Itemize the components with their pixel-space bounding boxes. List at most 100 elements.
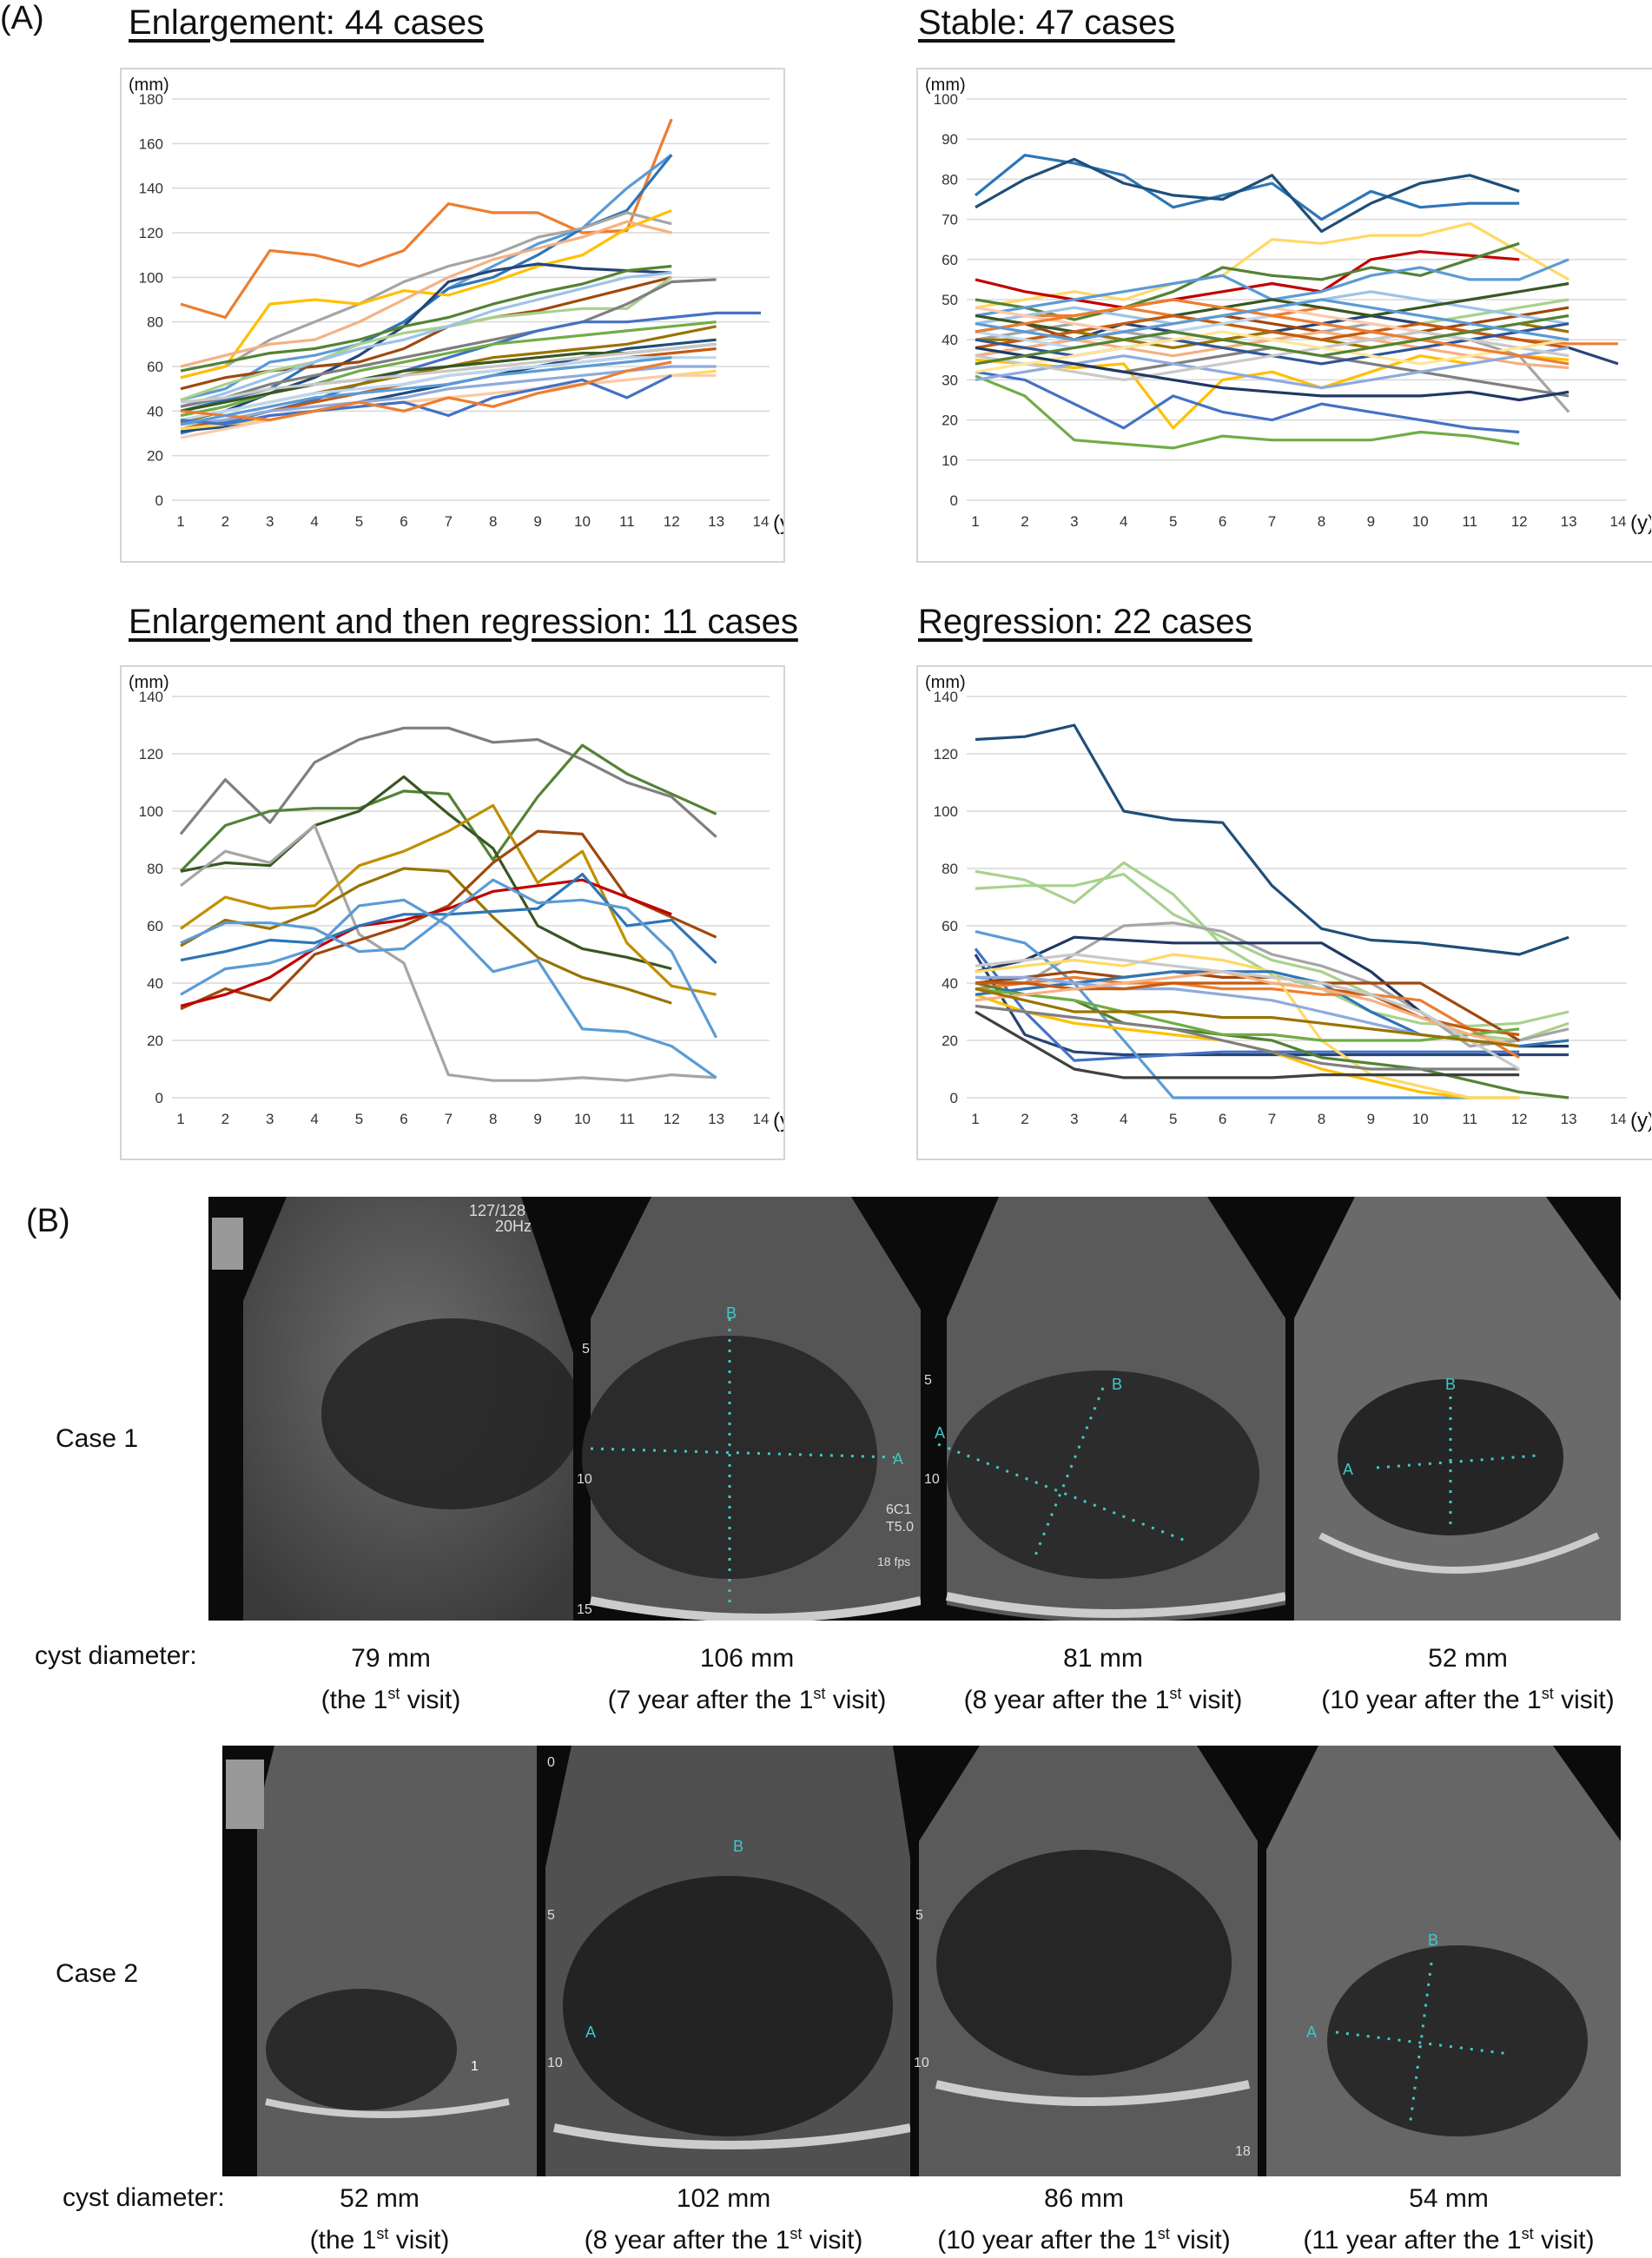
- series-line: [975, 953, 1520, 1099]
- x-tick-label: 8: [489, 513, 497, 530]
- y-tick-label: 0: [950, 1090, 958, 1106]
- screen-text: B: [733, 1838, 743, 1855]
- screen-text: B: [1445, 1376, 1456, 1393]
- series-line: [179, 743, 717, 873]
- x-tick-label: 7: [1268, 513, 1276, 530]
- y-tick-label: 140: [139, 689, 163, 705]
- case-2-ultrasound-visit-4: B A: [1258, 1746, 1621, 2176]
- series-line: [975, 241, 1520, 321]
- case-2-caption-label: cyst diameter:: [63, 2183, 225, 2212]
- case-2-ultrasound-visit-2: 0 5 10 B A: [537, 1746, 910, 2176]
- visit-text: (10 year after the 1st visit): [1321, 1685, 1615, 1714]
- x-tick-label: 4: [310, 513, 318, 530]
- series-line: [975, 987, 1520, 1042]
- y-tick-label: 160: [139, 135, 163, 152]
- case-2-caption-1: 52 mm (the 1st visit): [222, 2182, 537, 2258]
- series-line: [180, 775, 672, 971]
- x-tick-label: 3: [1070, 1111, 1078, 1127]
- chart-stable: 0 10 20 30 40 50 60 70 80 90 100 1 2 3 4 5 6 7 8 9 10 11 12 13 1…: [916, 68, 1652, 563]
- series-line: [975, 970, 1520, 1048]
- screen-text: 5: [547, 1908, 555, 1923]
- series-line: [179, 726, 717, 838]
- panel-a-label: (A): [0, 0, 44, 36]
- chart-title-enlargement: Enlargement: 44 cases: [129, 3, 485, 42]
- screen-text: 20Hz: [495, 1218, 532, 1235]
- diameter: 86 mm: [1044, 2184, 1124, 2213]
- series-line: [180, 211, 672, 380]
- y-tick-label: 0: [155, 492, 163, 509]
- y-tick-label: 80: [942, 171, 958, 188]
- series-line: [180, 118, 673, 320]
- x-tick-label: 13: [708, 1111, 724, 1127]
- screen-text: 10: [577, 1472, 592, 1487]
- series-line: [180, 360, 672, 422]
- x-tick-label: 2: [1021, 1111, 1028, 1127]
- diameter: 81 mm: [1063, 1644, 1143, 1673]
- diameter: 52 mm: [1428, 1644, 1508, 1673]
- x-tick-label: 9: [533, 1111, 541, 1127]
- series-line: [180, 264, 672, 373]
- series-line: [180, 271, 672, 408]
- chart-title-stable: Stable: 47 cases: [918, 3, 1175, 42]
- y-tick-label: 0: [155, 1090, 163, 1106]
- chart-regression: 0 20 40 60 80 100 120 140 1 2 3 4 5 6 7 8 9 10 11 12 13 14 (mm…: [916, 665, 1652, 1160]
- y-tick-label: 20: [147, 1033, 163, 1049]
- y-tick-label: 50: [942, 292, 958, 308]
- x-tick-label: 3: [1070, 513, 1078, 530]
- screen-text: 127/128: [469, 1202, 525, 1219]
- y-tick-label: 70: [942, 212, 958, 228]
- screen-text: T5.0: [886, 1520, 914, 1535]
- ultrasound-scan: B A: [1258, 1746, 1621, 2176]
- ultrasound-scan: 0 5 10 B A: [537, 1746, 910, 2176]
- y-axis-label: (mm): [925, 76, 966, 95]
- series-line: [180, 220, 672, 368]
- screen-text: 10: [924, 1472, 940, 1487]
- x-tick-label: 9: [1367, 1111, 1375, 1127]
- visit-text: (7 year after the 1st visit): [607, 1685, 887, 1714]
- x-tick-label: 5: [1169, 513, 1177, 530]
- ultrasound-scan: B A: [1285, 1197, 1621, 1621]
- y-axis-label: (mm): [129, 673, 169, 692]
- series-line: [180, 803, 717, 996]
- diameter: 102 mm: [676, 2184, 771, 2213]
- x-tick-label: 12: [1511, 513, 1528, 530]
- x-tick-label: 7: [445, 513, 453, 530]
- y-tick-label: 100: [934, 803, 958, 820]
- series-line: [180, 898, 717, 1079]
- grayscale-bar: [226, 1760, 264, 1829]
- series-line: [180, 208, 672, 380]
- visit-text: (8 year after the 1st visit): [963, 1685, 1243, 1714]
- x-tick-label: 10: [1412, 1111, 1429, 1127]
- series-line: [975, 298, 1569, 341]
- ultrasound-scan: 127/128 20Hz: [208, 1197, 573, 1621]
- x-tick-label: 4: [1120, 513, 1127, 530]
- case-1-ultrasound-visit-3: B A 5 10: [921, 1197, 1285, 1621]
- series-line: [180, 878, 718, 1039]
- x-tick-label: 12: [664, 1111, 680, 1127]
- series-line: [975, 1004, 1520, 1071]
- diameter: 79 mm: [351, 1644, 431, 1673]
- x-axis-label: (y): [773, 1109, 783, 1132]
- x-tick-label: 8: [1318, 513, 1325, 530]
- x-tick-label: 14: [1610, 1111, 1627, 1127]
- case-1-ultrasound-visit-2: B A 5 10 15 6C1 T5.0 18 fps: [573, 1197, 921, 1621]
- series-line: [975, 861, 1569, 1028]
- y-tick-label: 100: [139, 269, 163, 286]
- screen-text: A: [1343, 1461, 1353, 1478]
- series-line: [974, 947, 1520, 1062]
- x-tick-label: 4: [310, 1111, 318, 1127]
- diameter: 54 mm: [1409, 2184, 1489, 2213]
- x-tick-label: 3: [266, 513, 274, 530]
- series-line: [975, 298, 1569, 366]
- series-line: [975, 314, 1569, 366]
- series-line: [180, 823, 717, 1082]
- x-tick-label: 11: [1462, 513, 1477, 530]
- x-tick-label: 2: [221, 1111, 229, 1127]
- screen-text: 10: [547, 2056, 563, 2070]
- y-tick-label: 80: [942, 861, 958, 877]
- x-tick-label: 5: [355, 1111, 363, 1127]
- series-line: [975, 953, 1521, 1071]
- x-tick-label: 10: [574, 513, 591, 530]
